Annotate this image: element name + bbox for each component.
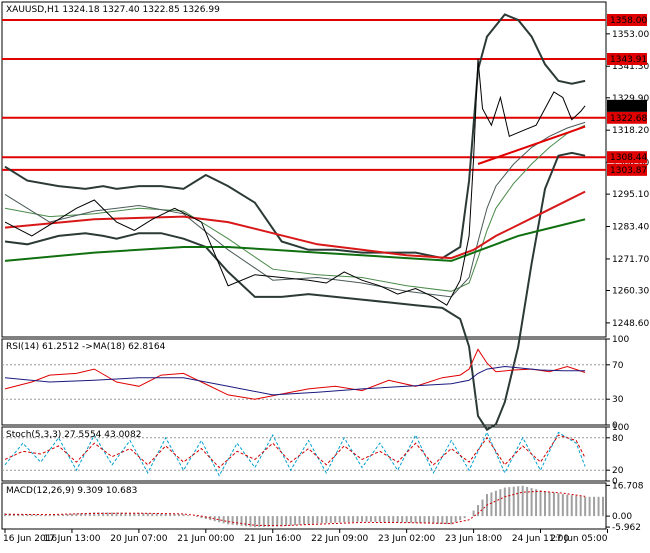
macd-tick-label: 0.00 <box>612 512 632 522</box>
rsi-ma-line <box>4 365 586 396</box>
main-title: XAUUSD,H1 1324.18 1327.40 1322.85 1326.9… <box>6 5 220 15</box>
price-tick-label: 1283.40 <box>612 223 649 233</box>
level-label-box <box>607 163 647 176</box>
rsi-tick-label: 70 <box>612 361 624 371</box>
x-tick-label: 16 Jun 2016 <box>3 534 57 544</box>
macd-tick-label: -5.962 <box>612 523 641 533</box>
price-tick-label: 1271.70 <box>612 255 649 265</box>
stoch-signal-line <box>4 434 586 469</box>
macd-pane-frame <box>1 482 607 530</box>
price-tick-label: 1295.10 <box>612 190 649 200</box>
bollinger-lower-band <box>4 151 586 432</box>
rsi-title: RSI(14) 61.2512 ->MA(18) 62.8164 <box>6 342 166 352</box>
level-label: 1308.44 <box>610 153 647 163</box>
rsi-tick-label: 100 <box>612 335 629 345</box>
price-tick-label: 1341.30 <box>612 62 649 72</box>
stoch-title: Stoch(5,3,3) 27.5554 43.0082 <box>6 430 141 440</box>
price-tick-label: 1318.20 <box>612 126 649 136</box>
level-label-box <box>607 53 647 66</box>
x-tick-label: 23 Jun 18:00 <box>445 534 502 544</box>
stoch-main-line <box>4 431 586 477</box>
macd-signal-line <box>4 490 586 527</box>
macd-title: MACD(12,26,9) 9.309 10.683 <box>6 486 137 496</box>
x-tick-label: 20 Jun 07:00 <box>110 534 167 544</box>
rsi-pane-frame <box>1 338 607 426</box>
current-price-label: 1326.99 <box>610 102 647 112</box>
price-line <box>4 58 586 306</box>
price-tick-label: 1260.30 <box>612 286 649 296</box>
x-tick-label: 24 Jun 11:00 <box>512 534 569 544</box>
bollinger-upper-band <box>4 13 586 260</box>
trendline <box>477 125 586 165</box>
x-tick-label: 22 Jun 09:00 <box>311 534 368 544</box>
x-tick-label: 27 Jun 05:00 <box>550 534 607 544</box>
level-label-box <box>607 151 647 164</box>
x-tick-label: 21 Jun 00:00 <box>177 534 234 544</box>
price-tick-label: 1329.90 <box>612 94 649 104</box>
stoch-tick-label: 80 <box>612 434 624 444</box>
current-price-box <box>607 99 647 112</box>
level-label-box <box>607 13 647 26</box>
rsi-line <box>4 348 586 400</box>
stoch-tick-label: 20 <box>612 466 624 476</box>
fast-ma-line-2 <box>4 124 586 292</box>
level-label: 1303.87 <box>610 166 647 176</box>
stoch-tick-label: 100 <box>612 423 629 433</box>
stoch-pane-frame <box>1 426 607 482</box>
price-tick-label: 1248.60 <box>612 319 649 329</box>
x-tick-label: 23 Jun 02:00 <box>378 534 435 544</box>
level-label: 1343.91 <box>610 55 647 65</box>
x-tick-label: 21 Jun 16:00 <box>244 534 301 544</box>
x-tick-label: 17 Jun 13:00 <box>43 534 100 544</box>
rsi-tick-label: 30 <box>612 395 624 405</box>
level-label: 1322.68 <box>610 114 647 124</box>
price-tick-label: 1353.00 <box>612 30 649 40</box>
macd-tick-label: 16.708 <box>612 481 644 491</box>
level-label-box <box>607 111 647 124</box>
price-tick-label: 1306.60 <box>612 158 649 168</box>
slow-ma-red <box>4 190 586 260</box>
level-label: 1358.00 <box>610 16 647 26</box>
fast-ma-line-1 <box>4 121 586 298</box>
slow-ma-green <box>4 218 586 262</box>
rsi-tick-label: 0 <box>612 421 618 431</box>
stoch-tick-label: 0 <box>612 477 618 487</box>
